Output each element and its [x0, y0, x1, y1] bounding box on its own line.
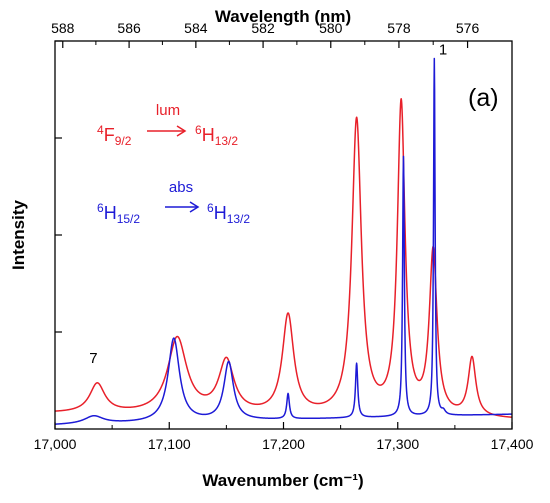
- x2-tick-label: 582: [251, 20, 275, 36]
- lum-label: lum: [156, 102, 180, 119]
- x2-ticks: 588 586 584 582 580 578 576: [51, 20, 479, 48]
- x-tick-label: 17,000: [34, 436, 77, 452]
- series-layer: [54, 57, 513, 425]
- svg-text:4F9/2: 4F9/2: [97, 123, 132, 148]
- y-ticks: [55, 40, 62, 333]
- legend-lum: 4F9/2 lum 6H13/2: [97, 102, 238, 148]
- abs-label: abs: [169, 179, 193, 196]
- lum-to-sub: 13/2: [215, 134, 239, 148]
- x2-tick-label: 588: [51, 20, 75, 36]
- x-tick-label: 17,300: [376, 436, 419, 452]
- lum-to-main: H: [202, 125, 215, 145]
- x-tick-label: 17,100: [148, 436, 191, 452]
- lum-from-sub: 9/2: [115, 134, 132, 148]
- abs-from-main: H: [104, 203, 117, 223]
- x2-tick-label: 578: [387, 20, 411, 36]
- x-tick-label: 17,400: [491, 436, 534, 452]
- x2-tick-label: 580: [319, 20, 343, 36]
- lum-to-sup: 6: [195, 123, 202, 137]
- annotation-label: 1: [439, 42, 447, 59]
- y-axis-title: Intensity: [9, 200, 28, 270]
- x-tick-label: 17,200: [262, 436, 305, 452]
- svg-text:6H13/2: 6H13/2: [195, 123, 238, 148]
- legend-abs: 6H15/2 abs 6H13/2: [97, 179, 250, 226]
- abs-to-sup: 6: [207, 201, 214, 215]
- lum-from-main: F: [104, 125, 115, 145]
- abs-to-sub: 13/2: [227, 212, 251, 226]
- series-abs-line: [54, 57, 513, 425]
- svg-text:6H15/2: 6H15/2: [97, 201, 140, 226]
- x2-tick-label: 586: [117, 20, 141, 36]
- annotation-label: 7: [89, 350, 97, 367]
- abs-arrow-head: [189, 201, 200, 213]
- abs-to-main: H: [214, 203, 227, 223]
- panel-label: (a): [468, 84, 499, 112]
- x-axis-title: Wavenumber (cm⁻¹): [202, 471, 363, 490]
- svg-text:6H13/2: 6H13/2: [207, 201, 250, 226]
- lum-arrow-head: [176, 125, 187, 137]
- plot-frame: [54, 40, 513, 430]
- x2-tick-label: 576: [456, 20, 480, 36]
- abs-from-sup: 6: [97, 201, 104, 215]
- x-ticks: 17,000 17,100 17,200 17,300 17,400: [34, 422, 534, 452]
- x2-axis-title: Wavelength (nm): [215, 7, 351, 26]
- x2-tick-label: 584: [184, 20, 208, 36]
- abs-from-sub: 15/2: [117, 212, 141, 226]
- lum-from-sup: 4: [97, 123, 104, 137]
